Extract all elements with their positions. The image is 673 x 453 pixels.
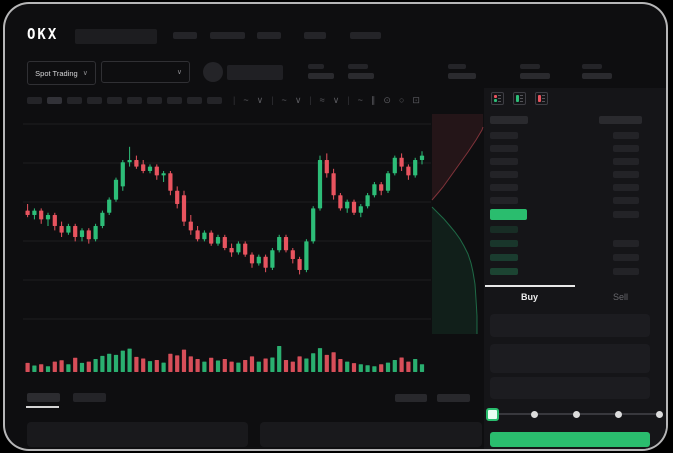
ask-price-placeholder[interactable] <box>490 171 518 178</box>
timeframe-button[interactable] <box>87 97 102 104</box>
bid-price-placeholder[interactable] <box>490 254 518 261</box>
device-screen: OKX Spot Trading ∨ ∨ | ~ ∨ | ~ ∨ | ≈ ∨ <box>3 2 668 451</box>
ask-amount-placeholder <box>613 197 639 204</box>
slider-stop-75pct[interactable] <box>615 411 622 418</box>
pair-name-placeholder <box>227 65 283 80</box>
buy-tab-indicator <box>485 285 575 287</box>
timeframe-button-active[interactable] <box>47 97 62 104</box>
tab-buy[interactable]: Buy <box>520 292 538 302</box>
timeframe-button[interactable] <box>67 97 82 104</box>
toolbar-divider: | <box>233 95 236 105</box>
orderbook-amount-header-placeholder <box>599 116 642 124</box>
ask-price-placeholder[interactable] <box>490 197 518 204</box>
caret-down-icon[interactable]: ∨ <box>294 95 302 105</box>
timeframe-button[interactable] <box>107 97 122 104</box>
line-tools-icon[interactable]: ~ <box>357 95 363 105</box>
ask-amount-placeholder <box>613 145 639 152</box>
bid-price-placeholder[interactable] <box>490 226 518 233</box>
nav-item-placeholder[interactable] <box>210 32 245 39</box>
last-price-badge[interactable] <box>490 209 527 220</box>
order-panel: Buy Sell <box>484 88 666 449</box>
indicator-wave-icon[interactable]: ~ <box>243 95 249 105</box>
history-clock-icon[interactable]: ○ <box>398 95 405 105</box>
orders-row-placeholder <box>27 422 248 447</box>
price-input-placeholder[interactable] <box>490 314 650 337</box>
tab-open-orders[interactable] <box>27 393 60 402</box>
nav-item-placeholder[interactable] <box>173 32 197 39</box>
total-input-placeholder[interactable] <box>490 377 650 399</box>
orderbook-layout-asks-icon[interactable] <box>535 92 548 105</box>
stat-value-placeholder <box>308 73 334 79</box>
nav-item-placeholder[interactable] <box>257 32 281 39</box>
stat-value-placeholder <box>348 73 374 79</box>
slider-stop-50pct[interactable] <box>573 411 580 418</box>
ask-amount-placeholder <box>613 132 639 139</box>
orderbook-price-header-placeholder <box>490 116 528 124</box>
chevron-down-icon: ∨ <box>82 70 88 77</box>
bid-price-placeholder[interactable] <box>490 240 518 247</box>
amount-input-placeholder[interactable] <box>490 344 650 373</box>
market-type-label: Spot Trading <box>35 68 78 78</box>
ask-amount-placeholder <box>613 171 639 178</box>
nav-primary-placeholder <box>75 29 157 44</box>
toolbar-divider: | <box>271 95 274 105</box>
stat-value-placeholder <box>520 73 550 79</box>
chevron-down-icon: ∨ <box>176 69 182 76</box>
slider-stop-25pct[interactable] <box>531 411 538 418</box>
timeframe-button[interactable] <box>147 97 162 104</box>
candle-style-icon[interactable]: ≈ <box>319 95 325 105</box>
tab-sell[interactable]: Sell <box>612 292 628 302</box>
orders-action-placeholder[interactable] <box>437 394 470 402</box>
stat-value-placeholder <box>448 73 476 79</box>
ask-price-placeholder[interactable] <box>490 145 518 152</box>
stat-label-placeholder <box>582 64 602 69</box>
orderbook-layout-both-icon[interactable] <box>491 92 504 105</box>
ask-price-placeholder[interactable] <box>490 184 518 191</box>
stat-label-placeholder <box>348 64 368 69</box>
caret-down-icon[interactable]: ∨ <box>256 95 264 105</box>
okx-logo[interactable]: OKX <box>27 26 59 44</box>
orders-row-placeholder <box>260 422 482 447</box>
timeframe-button[interactable] <box>207 97 222 104</box>
nav-item-placeholder[interactable] <box>304 32 326 39</box>
orderbook-layout-bids-icon[interactable] <box>513 92 526 105</box>
tab-order-history[interactable] <box>73 393 106 402</box>
caret-down-icon[interactable]: ∨ <box>332 95 340 105</box>
stat-label-placeholder <box>448 64 466 69</box>
orders-action-placeholder[interactable] <box>395 394 427 402</box>
last-price-amount-placeholder <box>613 211 639 218</box>
timeframe-button[interactable] <box>187 97 202 104</box>
toolbar-divider: | <box>347 95 350 105</box>
ask-price-placeholder[interactable] <box>490 158 518 165</box>
market-type-selector[interactable]: Spot Trading ∨ <box>27 61 96 85</box>
stat-label-placeholder <box>520 64 540 69</box>
pair-selector-dropdown[interactable]: ∨ <box>101 61 190 83</box>
slider-handle-0pct[interactable] <box>486 408 499 421</box>
nav-item-placeholder[interactable] <box>350 32 381 39</box>
price-volume-depth-chart[interactable] <box>5 4 668 451</box>
timeframe-button[interactable] <box>167 97 182 104</box>
bid-amount-placeholder <box>613 240 639 247</box>
pair-avatar <box>203 62 223 82</box>
ask-amount-placeholder <box>613 184 639 191</box>
bid-price-placeholder[interactable] <box>490 268 518 275</box>
buy-submit-button[interactable] <box>490 432 650 447</box>
stat-label-placeholder <box>308 64 324 69</box>
slider-stop-100pct[interactable] <box>656 411 663 418</box>
bid-amount-placeholder <box>613 268 639 275</box>
toolbar-divider: | <box>309 95 312 105</box>
timeframe-button[interactable] <box>127 97 142 104</box>
timeframe-button[interactable] <box>27 97 42 104</box>
ask-amount-placeholder <box>613 158 639 165</box>
bottom-tab-indicator <box>26 406 59 408</box>
ask-price-placeholder[interactable] <box>490 132 518 139</box>
stat-value-placeholder <box>582 73 612 79</box>
parallel-lines-icon[interactable]: ∥ <box>370 95 376 105</box>
overlay-wave-icon[interactable]: ~ <box>281 95 287 105</box>
bid-amount-placeholder <box>613 254 639 261</box>
fullscreen-icon[interactable]: ⊡ <box>412 95 420 105</box>
camera-icon[interactable]: ⊙ <box>383 95 391 105</box>
